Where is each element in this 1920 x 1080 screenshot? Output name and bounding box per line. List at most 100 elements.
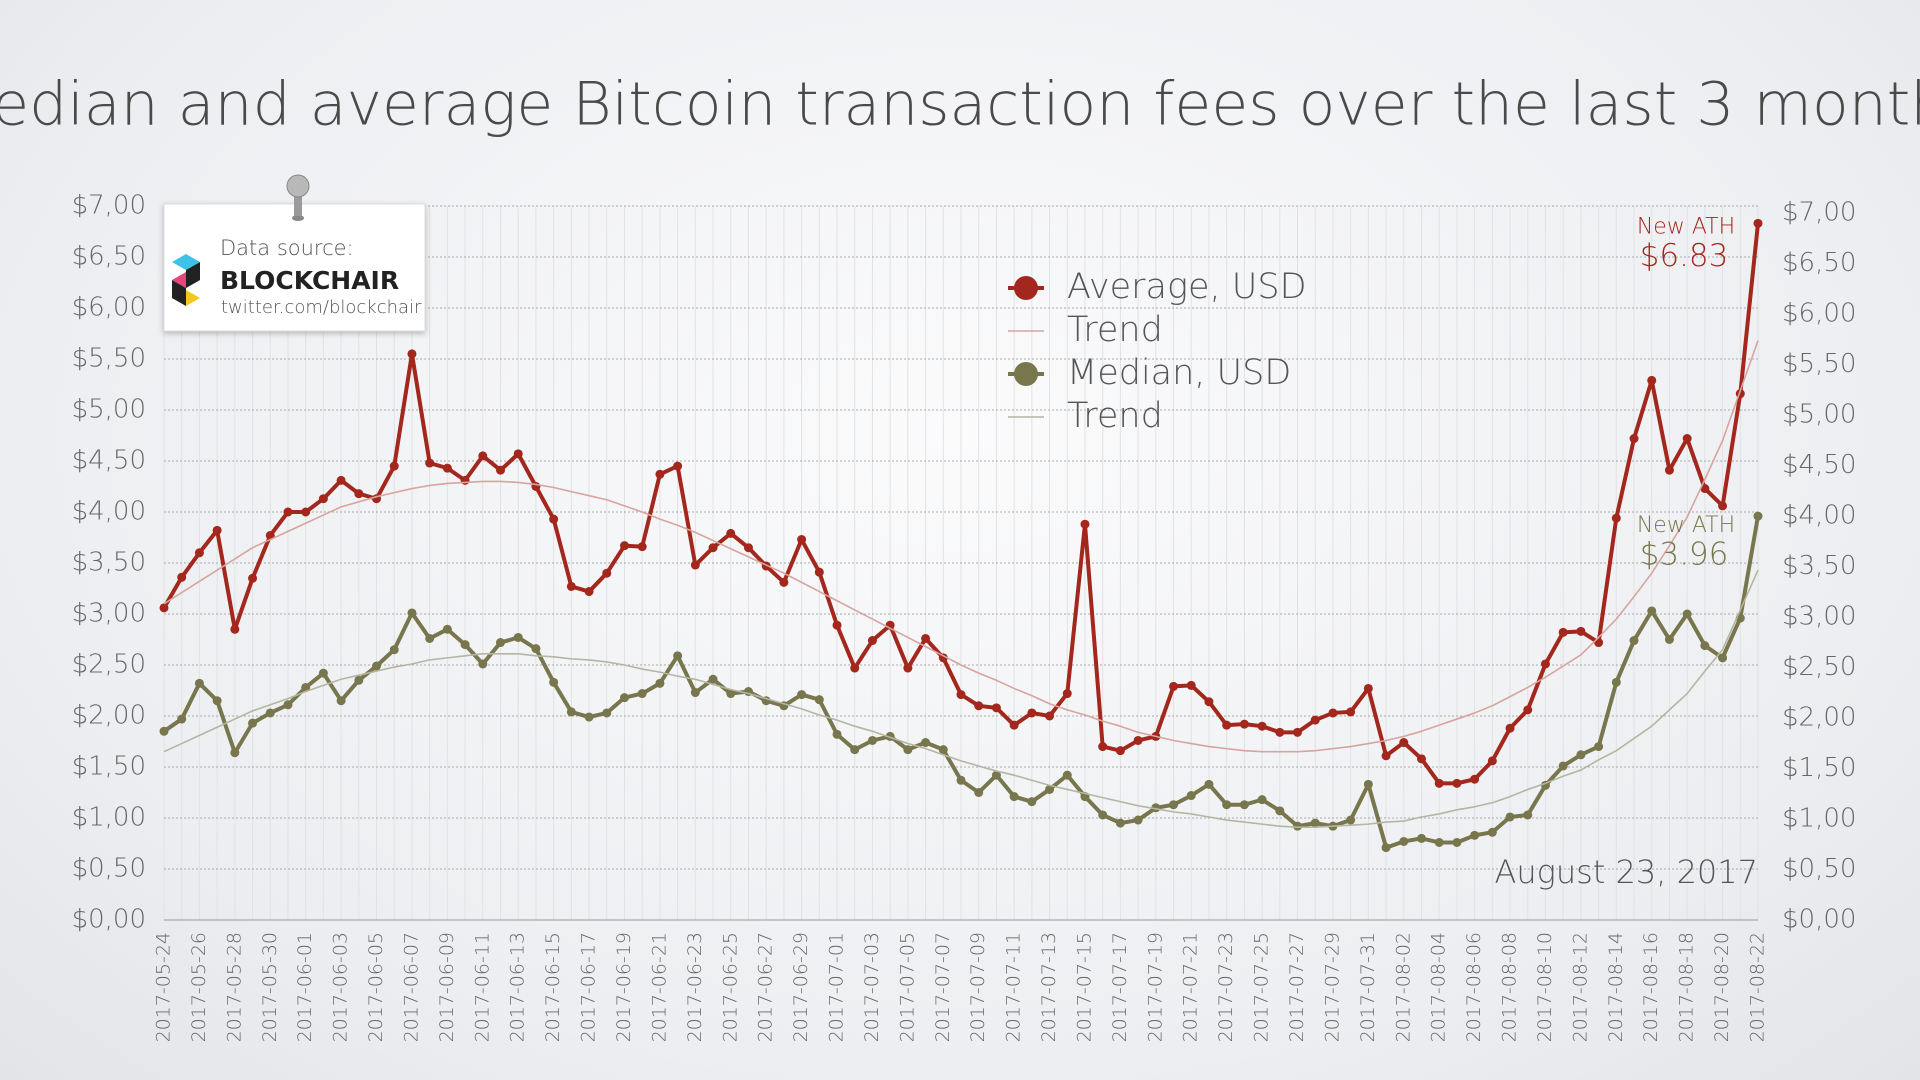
annotation-value: $6.83 [1640,238,1729,274]
data-point [850,663,860,673]
source-box-bg [163,203,426,332]
data-point [814,567,824,577]
data-point [1009,720,1019,730]
data-point [1293,727,1303,737]
y2-tick-label: $4,50 [1782,450,1856,480]
data-point [1753,511,1763,521]
data-point [1505,723,1515,733]
data-point [1133,735,1143,745]
x-tick-label: 2017-07-23 [1215,932,1237,1042]
data-point [991,703,1001,713]
x-tick-label: 2017-07-21 [1180,932,1202,1042]
data-point [1523,810,1533,820]
y-tick-label: $3,00 [72,599,146,629]
x-tick-label: 2017-06-27 [755,932,777,1042]
data-point [726,689,736,699]
legend-label: Median, USD [1067,353,1291,393]
data-point [1310,818,1320,828]
data-point [159,603,169,613]
legend-label: Trend [1067,310,1163,350]
data-point [1540,659,1550,669]
date-note: August 23, 2017 [1494,853,1758,891]
data-point [1222,720,1232,730]
data-point [1239,719,1249,729]
x-tick-label: 2017-06-17 [578,932,600,1042]
data-point [1470,830,1480,840]
data-point [1664,465,1674,475]
data-point [797,535,807,545]
x-tick-label: 2017-08-08 [1499,932,1521,1042]
data-point [1045,711,1055,721]
data-point [850,745,860,755]
data-point [1257,795,1267,805]
data-point [1611,513,1621,523]
data-point [1062,770,1072,780]
data-point [549,514,559,524]
x-tick-label: 2017-06-11 [471,932,493,1042]
data-point [496,638,506,648]
data-point [1115,746,1125,756]
y-tick-label: $3,50 [72,548,146,578]
x-tick-label: 2017-05-26 [188,932,210,1042]
y2-tick-label: $3,50 [1782,551,1856,581]
data-point [991,770,1001,780]
data-point [1346,815,1356,825]
data-point [1647,375,1657,385]
data-point [407,608,417,618]
data-point [283,507,293,517]
data-point [1682,609,1692,619]
x-tick-label: 2017-07-07 [932,932,954,1042]
y-tick-label: $2,50 [72,650,146,680]
data-point [1363,779,1373,789]
data-point [478,451,488,461]
data-point [619,541,629,551]
x-tick-label: 2017-08-10 [1534,932,1556,1042]
data-point [389,461,399,471]
y-tick-label: $5,00 [72,395,146,425]
x-tick-label: 2017-05-28 [223,932,245,1042]
x-tick-label: 2017-06-13 [507,932,529,1042]
source-name: BLOCKCHAIR [220,266,399,295]
x-tick-label: 2017-08-02 [1392,932,1414,1042]
y-tick-label: $4,00 [72,497,146,527]
data-point [212,525,222,535]
data-point [1151,803,1161,813]
data-point [974,701,984,711]
data-point [619,693,629,703]
trend-line [163,340,1759,753]
chart-title: Median and average Bitcoin transaction f… [0,70,1920,140]
data-point [248,573,258,583]
y-tick-label: $2,00 [72,701,146,731]
data-point [1452,837,1462,847]
y-tick-label: $6,50 [72,242,146,272]
data-point [832,729,842,739]
data-point [1346,707,1356,717]
x-tick-label: 2017-08-22 [1747,932,1769,1042]
data-point [921,633,931,643]
data-point [1594,742,1604,752]
data-point [318,494,328,504]
data-point [1115,818,1125,828]
pin-base [292,215,304,221]
data-point [974,788,984,797]
x-tick-label: 2017-07-13 [1038,932,1060,1042]
data-point [425,633,435,643]
data-point [832,620,842,630]
x-tick-label: 2017-07-03 [861,932,883,1042]
data-point [1629,636,1639,646]
y-tick-label: $4,50 [72,446,146,476]
data-point [1310,715,1320,725]
data-point [1753,218,1763,228]
x-tick-label: 2017-08-14 [1605,932,1627,1042]
data-point [1594,638,1604,648]
data-point [566,707,576,717]
x-tick-label: 2017-07-05 [896,932,918,1042]
legend-label: Average, USD [1067,267,1307,307]
data-point [1416,833,1426,843]
y2-tick-label: $4,00 [1782,501,1856,531]
data-point [549,677,559,687]
data-point [460,475,470,485]
data-point [460,640,470,650]
data-point [1576,750,1586,760]
